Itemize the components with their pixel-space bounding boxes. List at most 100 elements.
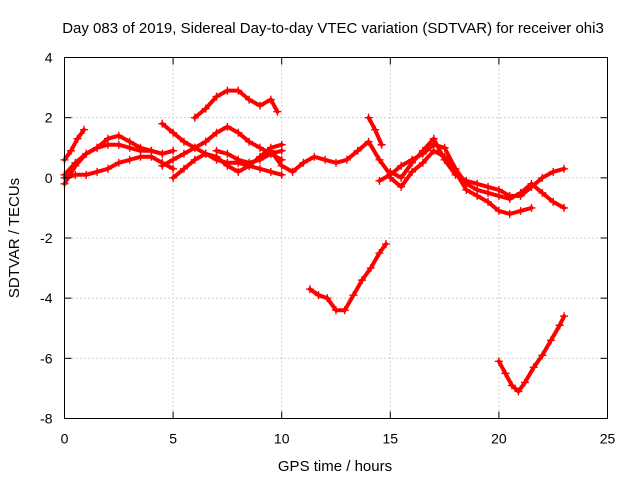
data-point — [332, 306, 340, 315]
data-point — [179, 137, 188, 146]
y-tick-label: -2 — [40, 230, 53, 246]
data-point — [397, 182, 406, 191]
data-point — [190, 143, 199, 152]
data-point — [255, 101, 264, 110]
data-point — [82, 170, 91, 179]
data-point — [440, 143, 449, 152]
y-tick-label: 0 — [45, 170, 53, 186]
data-point — [223, 86, 232, 95]
data-point — [549, 167, 558, 176]
data-point — [234, 128, 243, 137]
x-tick-label: 0 — [61, 431, 69, 447]
series-layer — [60, 86, 569, 396]
series-line — [160, 124, 284, 168]
x-tick-label: 20 — [491, 431, 507, 447]
data-point — [375, 249, 384, 258]
data-point — [440, 152, 449, 161]
data-point — [71, 158, 80, 167]
y-tick-label: 2 — [45, 110, 53, 126]
data-point — [494, 191, 503, 200]
data-point — [93, 143, 102, 152]
data-point — [266, 167, 275, 176]
data-point — [169, 146, 178, 155]
data-point — [484, 197, 493, 206]
chart-title: Day 083 of 2019, Sidereal Day-to-day VTE… — [62, 20, 604, 37]
data-point — [201, 137, 210, 146]
data-point — [125, 155, 134, 164]
data-point — [538, 351, 547, 360]
data-point — [212, 128, 221, 137]
data-point — [103, 134, 112, 143]
data-point — [234, 155, 243, 164]
data-point — [397, 161, 406, 170]
data-point — [560, 312, 569, 321]
data-point — [408, 155, 417, 164]
data-point — [245, 137, 254, 146]
data-point — [314, 291, 323, 300]
data-point — [190, 113, 199, 122]
data-point — [321, 155, 330, 164]
data-point — [103, 164, 112, 173]
data-point — [514, 387, 523, 396]
data-point — [136, 152, 145, 161]
data-point — [408, 167, 417, 176]
data-point — [114, 131, 123, 140]
data-point — [375, 176, 384, 185]
data-point — [158, 161, 167, 170]
data-point — [560, 164, 569, 173]
grid-layer — [64, 57, 608, 419]
data-point — [158, 119, 167, 128]
data-point — [179, 164, 188, 173]
data-point — [255, 155, 264, 164]
series-track-11 — [364, 113, 386, 149]
data-point — [516, 206, 525, 215]
x-axis-label: GPS time / hours — [278, 458, 392, 475]
data-point — [73, 134, 82, 143]
series-line — [377, 142, 567, 210]
data-point — [299, 158, 308, 167]
data-point — [234, 86, 243, 95]
data-point — [547, 336, 556, 345]
data-point — [418, 158, 427, 167]
data-point — [212, 92, 221, 101]
data-point — [397, 173, 406, 182]
data-point — [364, 137, 373, 146]
series-track-14 — [386, 146, 536, 218]
data-point — [305, 285, 314, 294]
data-point — [71, 170, 80, 179]
data-point — [484, 188, 493, 197]
data-point — [266, 95, 275, 104]
data-point — [277, 170, 286, 179]
data-point — [169, 128, 178, 137]
data-point — [158, 149, 167, 158]
data-point — [375, 155, 384, 164]
data-point — [377, 140, 386, 149]
data-point — [310, 152, 319, 161]
data-point — [494, 206, 503, 215]
data-point — [516, 188, 525, 197]
data-point — [520, 378, 529, 387]
data-point — [288, 167, 297, 176]
data-point — [353, 146, 362, 155]
y-axis-label: SDTVAR / TECUs — [6, 178, 23, 298]
data-point — [501, 369, 510, 378]
data-point — [560, 203, 569, 212]
data-point — [169, 164, 178, 173]
x-tick-label: 15 — [383, 431, 399, 447]
y-tick-label: -4 — [40, 290, 53, 306]
series-track-1 — [60, 125, 89, 164]
data-point — [323, 294, 332, 303]
data-point — [366, 264, 375, 273]
data-point — [93, 167, 102, 176]
data-point — [386, 173, 395, 182]
data-point — [125, 137, 134, 146]
data-point — [342, 155, 351, 164]
x-tick-label: 25 — [600, 431, 616, 447]
data-point — [340, 306, 349, 315]
data-point — [371, 125, 380, 134]
data-point — [273, 107, 282, 116]
data-point — [538, 173, 547, 182]
data-point — [451, 167, 460, 176]
series-track-15 — [305, 240, 390, 315]
